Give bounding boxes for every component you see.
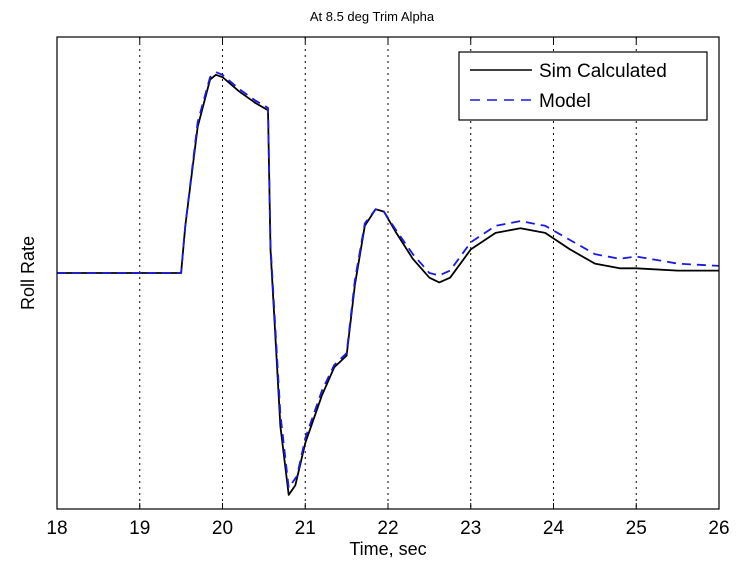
- plot-frame: [56, 36, 720, 510]
- x-axis-ticks: 18 19 20 21 22 23 24 25 26: [46, 37, 730, 539]
- legend-label-model: Model: [539, 91, 591, 112]
- x-tick-label-25: 25: [626, 518, 647, 539]
- series-layer: [57, 71, 720, 496]
- x-tick-label-19: 19: [129, 518, 150, 539]
- series-line-model: [57, 71, 720, 489]
- x-tick-label-26: 26: [708, 518, 729, 539]
- x-tick-label-23: 23: [460, 518, 481, 539]
- x-tick-label-24: 24: [543, 518, 565, 539]
- x-tick-label-18: 18: [46, 518, 67, 539]
- chart-title: At 8.5 deg Trim Alpha: [310, 9, 435, 24]
- y-axis-label: Roll Rate: [18, 236, 38, 310]
- legend-box: [458, 51, 708, 121]
- x-tick-label-20: 20: [212, 518, 233, 539]
- legend-label-sim-calculated: Sim Calculated: [539, 61, 667, 82]
- series-line-sim-calculated: [57, 73, 719, 496]
- legend: Sim Calculated Model: [458, 51, 708, 121]
- x-axis-label: Time, sec: [349, 539, 426, 559]
- x-tick-label-21: 21: [295, 518, 316, 539]
- x-tick-label-22: 22: [377, 518, 398, 539]
